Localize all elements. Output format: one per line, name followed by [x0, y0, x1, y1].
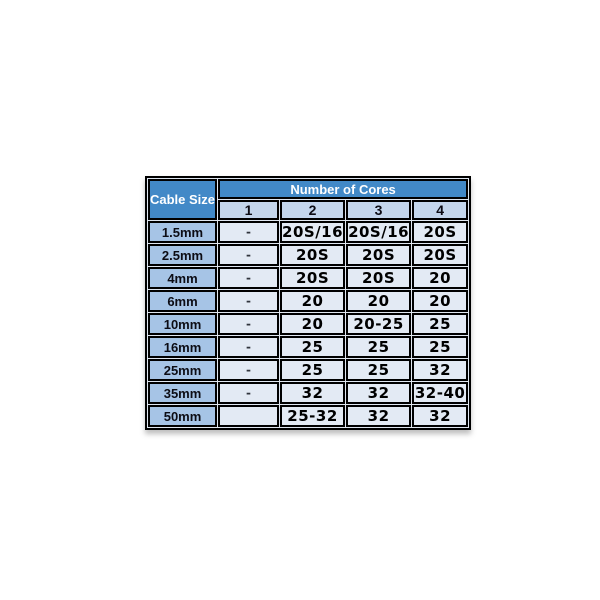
cell: 25: [346, 359, 412, 381]
cell: 20S: [412, 221, 469, 243]
cell: 20: [280, 290, 346, 312]
cell: 20S: [280, 244, 346, 266]
cell: 20: [412, 290, 469, 312]
cell: -: [218, 336, 280, 358]
cell: 20: [280, 313, 346, 335]
cell: [218, 405, 280, 427]
column-header-4: 4: [412, 200, 469, 220]
table-row: 10mm - 20 20-25 25: [148, 313, 469, 335]
cell: -: [218, 313, 280, 335]
row-label: 2.5mm: [148, 244, 218, 266]
cell: 20: [346, 290, 412, 312]
row-label: 25mm: [148, 359, 218, 381]
table-row: 35mm - 32 32 32-40: [148, 382, 469, 404]
cell: 25: [280, 336, 346, 358]
cell: 25: [412, 336, 469, 358]
table-row: 4mm - 20S 20S 20: [148, 267, 469, 289]
table-row: 2.5mm - 20S 20S 20S: [148, 244, 469, 266]
row-label: 6mm: [148, 290, 218, 312]
table-row: 16mm - 25 25 25: [148, 336, 469, 358]
row-label: 4mm: [148, 267, 218, 289]
cell: 32: [346, 405, 412, 427]
table-row: 50mm 25-32 32 32: [148, 405, 469, 427]
cell: 32: [412, 405, 469, 427]
row-label: 16mm: [148, 336, 218, 358]
column-header-3: 3: [346, 200, 412, 220]
cell: -: [218, 359, 280, 381]
group-header-number-of-cores: Number of Cores: [218, 179, 469, 199]
cell: 25-32: [280, 405, 346, 427]
cell: 20: [412, 267, 469, 289]
cell: 25: [346, 336, 412, 358]
cell: 20-25: [346, 313, 412, 335]
cell: 32: [280, 382, 346, 404]
cell: 20S: [346, 244, 412, 266]
cell: 32: [412, 359, 469, 381]
table-row: 1.5mm - 20S/16 20S/16 20S: [148, 221, 469, 243]
cell: -: [218, 244, 280, 266]
cell: 20S: [412, 244, 469, 266]
cell: 25: [280, 359, 346, 381]
cable-cores-table: Cable Size Number of Cores 1 2 3 4 1.5mm…: [145, 176, 472, 430]
cell: 32-40: [412, 382, 469, 404]
row-label: 35mm: [148, 382, 218, 404]
cell: -: [218, 221, 280, 243]
header-columns-row: 1 2 3 4: [148, 200, 469, 220]
cell: 25: [412, 313, 469, 335]
cell: 20S: [280, 267, 346, 289]
cell: 20S: [346, 267, 412, 289]
header-group-row: Cable Size Number of Cores: [148, 179, 469, 220]
cell: 20S/16: [346, 221, 412, 243]
row-label: 10mm: [148, 313, 218, 335]
cell: -: [218, 382, 280, 404]
cell: 20S/16: [280, 221, 346, 243]
corner-header-cable-size: Cable Size: [148, 179, 218, 220]
column-header-2: 2: [280, 200, 346, 220]
table-row: 6mm - 20 20 20: [148, 290, 469, 312]
cell: -: [218, 290, 280, 312]
column-header-1: 1: [218, 200, 280, 220]
row-label: 1.5mm: [148, 221, 218, 243]
table-row: 25mm - 25 25 32: [148, 359, 469, 381]
cell: -: [218, 267, 280, 289]
row-label: 50mm: [148, 405, 218, 427]
cell: 32: [346, 382, 412, 404]
